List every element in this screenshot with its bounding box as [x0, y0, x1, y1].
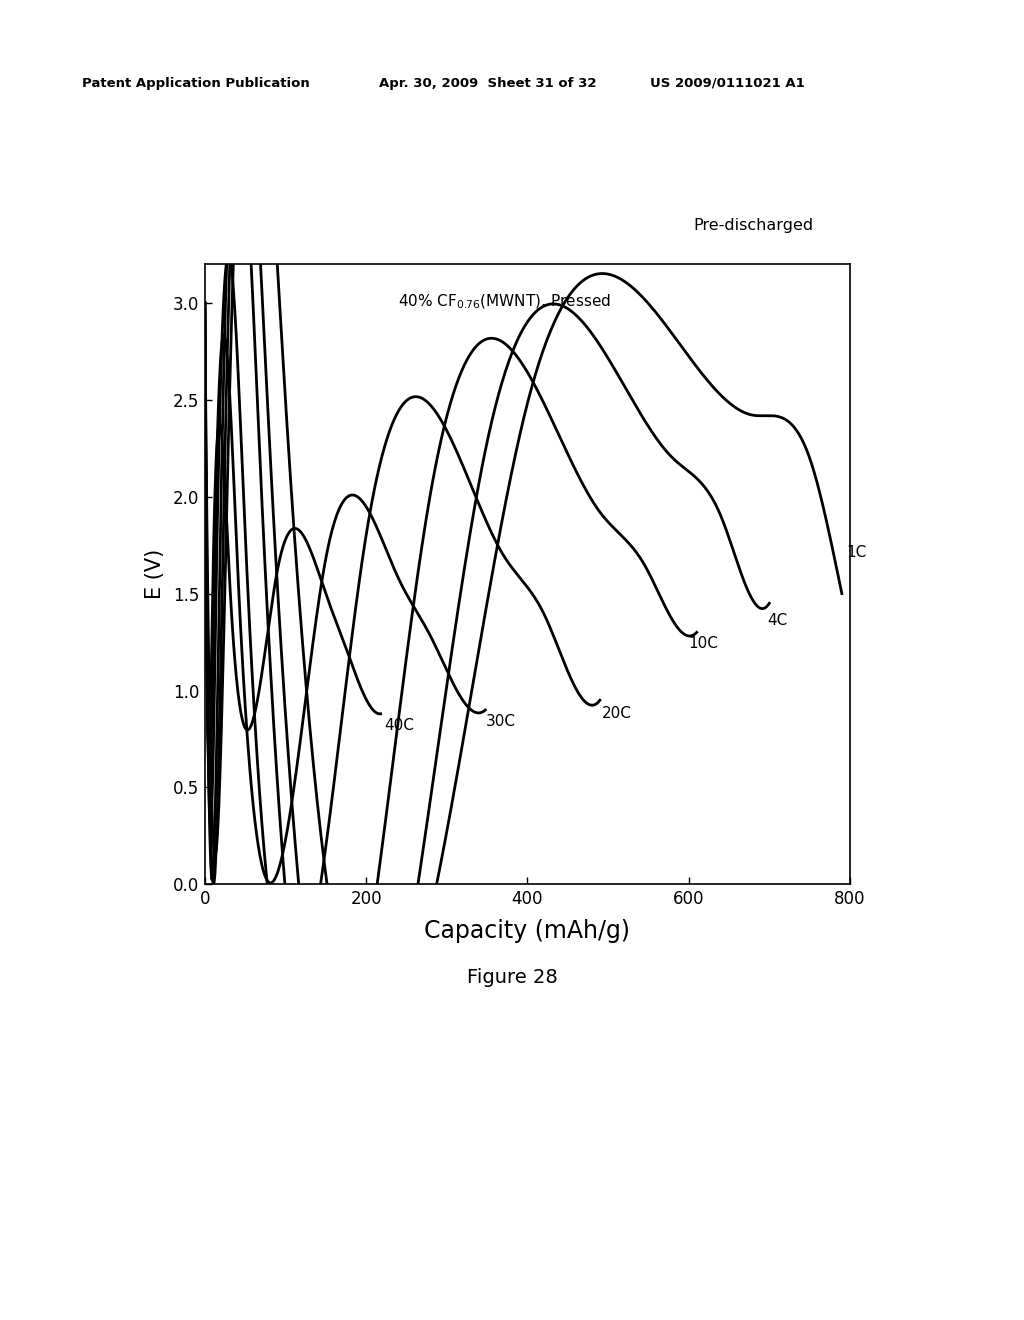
Text: Pre-discharged: Pre-discharged [693, 218, 813, 232]
X-axis label: Capacity (mAh/g): Capacity (mAh/g) [424, 919, 631, 942]
Text: 30C: 30C [486, 714, 516, 729]
Text: Figure 28: Figure 28 [467, 969, 557, 987]
Text: 20C: 20C [601, 706, 632, 721]
Text: 40C: 40C [384, 718, 414, 733]
Text: 10C: 10C [689, 636, 719, 651]
Text: US 2009/0111021 A1: US 2009/0111021 A1 [650, 77, 805, 90]
Text: Patent Application Publication: Patent Application Publication [82, 77, 309, 90]
Text: 1C: 1C [846, 545, 866, 560]
Y-axis label: E (V): E (V) [144, 549, 165, 599]
Text: Apr. 30, 2009  Sheet 31 of 32: Apr. 30, 2009 Sheet 31 of 32 [379, 77, 596, 90]
Text: 4C: 4C [767, 612, 787, 628]
Text: 40% CF$_{0.76}$(MWNT), Pressed: 40% CF$_{0.76}$(MWNT), Pressed [398, 293, 611, 312]
